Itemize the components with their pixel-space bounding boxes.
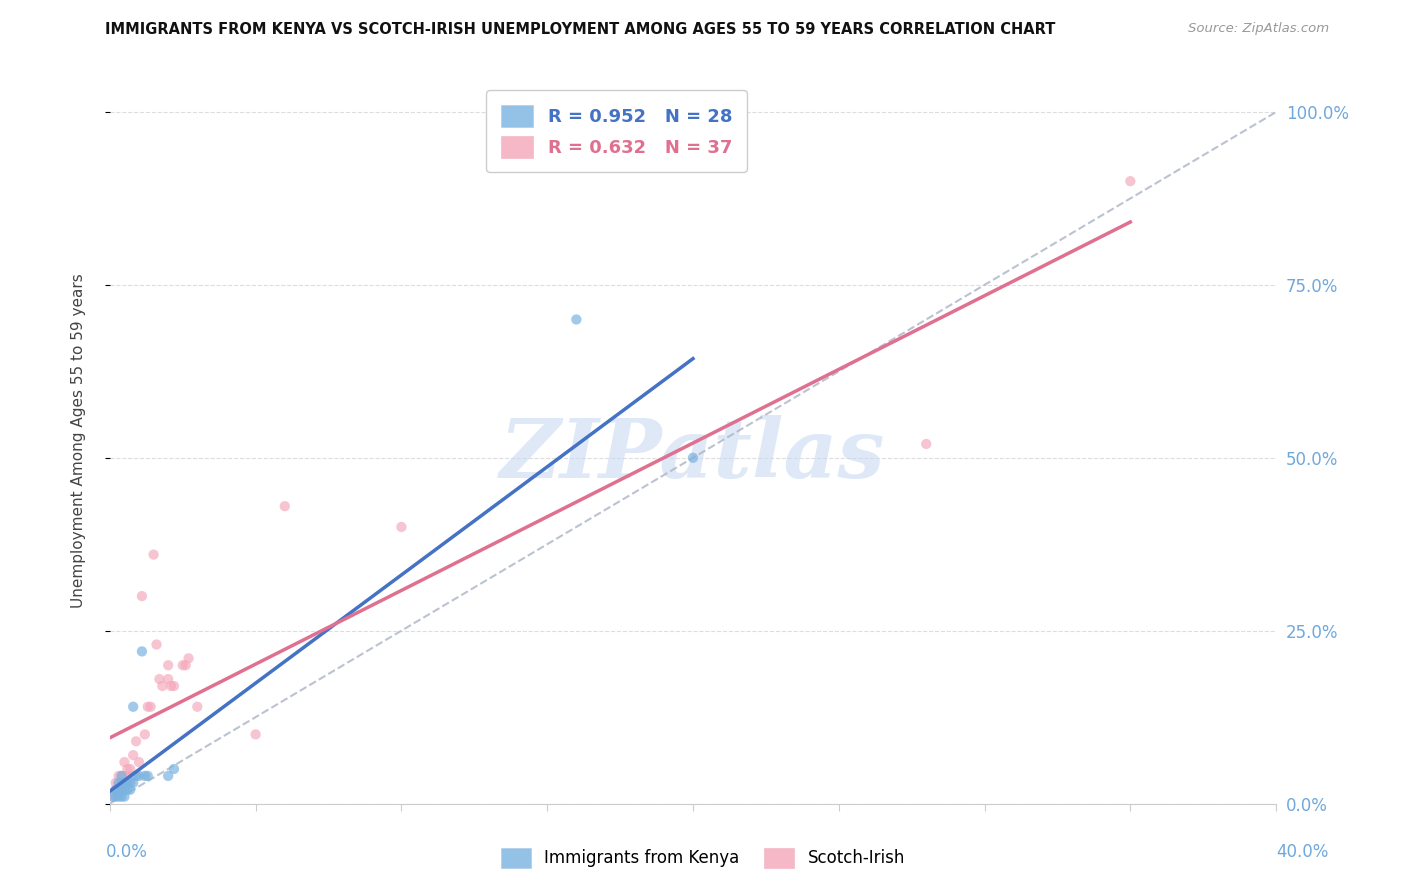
Point <box>110 782 132 797</box>
Point <box>110 769 132 783</box>
Point <box>104 776 127 790</box>
Point <box>110 789 132 804</box>
Point <box>117 769 139 783</box>
Point <box>157 769 180 783</box>
Point <box>101 789 124 804</box>
Point <box>150 679 173 693</box>
Point <box>107 769 129 783</box>
Point <box>104 782 127 797</box>
Point <box>163 679 186 693</box>
Point <box>120 776 142 790</box>
Text: IMMIGRANTS FROM KENYA VS SCOTCH-IRISH UNEMPLOYMENT AMONG AGES 55 TO 59 YEARS COR: IMMIGRANTS FROM KENYA VS SCOTCH-IRISH UN… <box>105 22 1056 37</box>
Point <box>101 789 124 804</box>
Point <box>120 782 142 797</box>
Point <box>131 589 153 603</box>
Text: 40.0%: 40.0% <box>1277 843 1329 861</box>
Point <box>117 776 139 790</box>
Point <box>112 769 135 783</box>
Point <box>174 658 197 673</box>
Legend: R = 0.952   N = 28, R = 0.632   N = 37: R = 0.952 N = 28, R = 0.632 N = 37 <box>486 90 747 172</box>
Point <box>117 762 139 776</box>
Point <box>148 672 170 686</box>
Point <box>107 776 129 790</box>
Legend: Immigrants from Kenya, Scotch-Irish: Immigrants from Kenya, Scotch-Irish <box>494 841 912 875</box>
Point <box>131 644 153 658</box>
Point <box>915 437 938 451</box>
Point <box>107 782 129 797</box>
Point <box>186 699 208 714</box>
Point <box>122 699 145 714</box>
Point <box>120 762 142 776</box>
Point <box>177 651 200 665</box>
Text: Source: ZipAtlas.com: Source: ZipAtlas.com <box>1188 22 1329 36</box>
Point <box>104 782 127 797</box>
Point <box>142 548 165 562</box>
Point <box>122 769 145 783</box>
Point <box>245 727 267 741</box>
Point <box>110 769 132 783</box>
Point <box>274 499 297 513</box>
Text: 0.0%: 0.0% <box>105 843 148 861</box>
Point <box>122 776 145 790</box>
Point <box>112 782 135 797</box>
Point <box>139 699 162 714</box>
Point <box>389 520 412 534</box>
Y-axis label: Unemployment Among Ages 55 to 59 years: Unemployment Among Ages 55 to 59 years <box>72 273 86 607</box>
Point <box>110 776 132 790</box>
Point <box>136 699 159 714</box>
Point <box>172 658 194 673</box>
Point <box>112 776 135 790</box>
Text: ZIPatlas: ZIPatlas <box>501 415 886 495</box>
Point <box>682 450 704 465</box>
Point <box>125 734 148 748</box>
Point <box>136 769 159 783</box>
Point <box>110 776 132 790</box>
Point <box>565 312 588 326</box>
Point <box>128 769 150 783</box>
Point <box>112 789 135 804</box>
Point <box>107 776 129 790</box>
Point <box>128 755 150 769</box>
Point <box>145 638 167 652</box>
Point <box>1119 174 1142 188</box>
Point <box>112 755 135 769</box>
Point <box>157 672 180 686</box>
Point <box>163 762 186 776</box>
Point <box>134 727 156 741</box>
Point <box>107 789 129 804</box>
Point <box>157 658 180 673</box>
Point <box>160 679 183 693</box>
Point <box>117 782 139 797</box>
Point <box>122 748 145 763</box>
Point <box>134 769 156 783</box>
Point <box>125 769 148 783</box>
Point <box>104 789 127 804</box>
